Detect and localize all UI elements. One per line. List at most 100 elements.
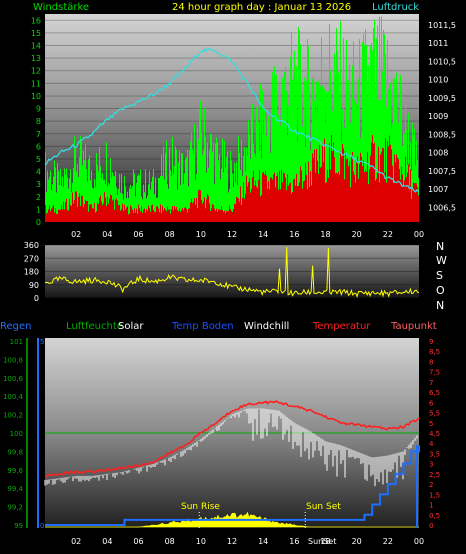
wind-y-tick-label: 16 bbox=[31, 16, 41, 25]
compass-o: O bbox=[436, 284, 445, 297]
pressure-y-tick-label: 1009 bbox=[428, 112, 448, 121]
winddir-y-tick-label: 90 bbox=[29, 281, 39, 290]
wind-y-tick-label: 8 bbox=[36, 117, 41, 126]
rain-y-tick-label: 5 bbox=[40, 338, 44, 346]
winddir-line bbox=[44, 247, 420, 298]
wind-y-tick-label: 9 bbox=[36, 105, 41, 114]
temp-x-tick-label: 22 bbox=[383, 537, 393, 546]
temp-y-tick-label: 6,5 bbox=[429, 389, 440, 397]
pressure-y-tick-label: 1011 bbox=[428, 39, 448, 48]
sun-set-bottom-label: SunSet bbox=[308, 537, 336, 546]
winddir-plot-area bbox=[45, 245, 419, 298]
wind-y-tick-label: 4 bbox=[36, 168, 41, 177]
wind-chart-left-title: Windstärke bbox=[33, 2, 89, 13]
winddir-y-tick-label: 360 bbox=[24, 241, 39, 250]
sun-set-label: Sun Set bbox=[306, 502, 341, 512]
temp-y-tick-label: 6 bbox=[429, 399, 434, 407]
humidity-y-tick-label: 99 bbox=[14, 522, 23, 530]
wind-y-tick-label: 0 bbox=[36, 218, 41, 227]
temp-y-tick-label: 7 bbox=[429, 379, 433, 387]
temp-y-tick-label: 5 bbox=[429, 420, 433, 428]
humidity-y-tick-label: 100,4 bbox=[3, 393, 24, 401]
wind-x-tick-label: 00 bbox=[414, 230, 424, 239]
wind-y-tick-label: 13 bbox=[31, 54, 41, 63]
wind-chart-right-title: Luftdruck bbox=[372, 2, 419, 13]
wind-y-tick-label: 3 bbox=[36, 180, 41, 189]
temp-y-tick-label: 0 bbox=[429, 522, 433, 530]
wind-y-tick-label: 10 bbox=[31, 92, 41, 101]
pressure-y-tick-label: 1009,5 bbox=[428, 94, 456, 103]
legend-temperatur: Temperatur bbox=[312, 321, 371, 332]
legend-luftfeuchte: Luftfeuchte bbox=[66, 321, 123, 332]
temp-x-tick-label: 00 bbox=[414, 537, 424, 546]
legend-taupunkt: Taupunkt bbox=[390, 321, 437, 332]
compass-s: S bbox=[436, 269, 443, 282]
wind-y-tick-label: 12 bbox=[31, 67, 41, 76]
chart-header-title: 24 hour graph day : Januar 13 2026 bbox=[172, 2, 351, 13]
temp-y-tick-label: 4,5 bbox=[429, 430, 440, 438]
temp-x-tick-label: 10 bbox=[196, 537, 206, 546]
pressure-y-tick-label: 1007,5 bbox=[428, 167, 456, 176]
compass-n-bottom: N bbox=[436, 299, 444, 312]
humidity-y-tick-label: 99,4 bbox=[7, 485, 23, 493]
temp-y-tick-label: 9 bbox=[429, 338, 433, 346]
temp-y-tick-label: 8,5 bbox=[429, 348, 440, 356]
legend-solar: Solar bbox=[118, 321, 144, 332]
temp-x-tick-label: 12 bbox=[227, 537, 237, 546]
legend-regen: Regen bbox=[0, 321, 32, 332]
temp-y-tick-label: 4 bbox=[429, 440, 434, 448]
wind-x-tick-label: 04 bbox=[102, 230, 112, 239]
humidity-y-tick-label: 100,6 bbox=[3, 375, 24, 383]
pressure-y-tick-label: 1011,5 bbox=[428, 21, 456, 30]
temp-y-tick-label: 1,5 bbox=[429, 491, 440, 499]
winddir-y-tick-label: 0 bbox=[34, 294, 39, 303]
wind-y-tick-label: 14 bbox=[31, 42, 41, 51]
pressure-y-tick-label: 1010,5 bbox=[428, 57, 456, 66]
temp-y-tick-label: 5,5 bbox=[429, 410, 440, 418]
wind-y-tick-label: 15 bbox=[31, 29, 41, 38]
wind-x-tick-label: 18 bbox=[320, 230, 330, 239]
temp-x-tick-label: 02 bbox=[71, 537, 81, 546]
legend-temp-boden: Temp Boden bbox=[171, 321, 234, 332]
temp-x-tick-label: 06 bbox=[133, 537, 143, 546]
temp-x-tick-label: 18 bbox=[320, 537, 330, 546]
humidity-y-tick-label: 99,8 bbox=[7, 448, 23, 456]
compass-w: W bbox=[436, 254, 447, 267]
temp-boden-line bbox=[45, 445, 420, 526]
humidity-y-tick-label: 100 bbox=[10, 430, 23, 438]
rain-y-tick-label: 0 bbox=[40, 522, 44, 530]
temp-x-tick-label: 04 bbox=[102, 537, 112, 546]
pressure-y-tick-label: 1010 bbox=[428, 76, 448, 85]
wind-y-tick-label: 1 bbox=[36, 205, 41, 214]
wind-y-tick-label: 2 bbox=[36, 193, 41, 202]
wind-y-tick-label: 6 bbox=[36, 142, 41, 151]
compass-labels: N W S O N bbox=[436, 240, 447, 312]
wind-y-tick-label: 5 bbox=[36, 155, 41, 164]
humidity-y-tick-label: 100,2 bbox=[3, 412, 23, 420]
temp-x-tick-label: 08 bbox=[165, 537, 175, 546]
wind-x-tick-label: 12 bbox=[227, 230, 237, 239]
winddir-y-tick-label: 180 bbox=[24, 268, 39, 277]
temp-y-tick-label: 2,5 bbox=[429, 471, 440, 479]
humidity-y-tick-label: 100,8 bbox=[3, 356, 23, 364]
wind-x-tick-label: 20 bbox=[352, 230, 362, 239]
humidity-y-tick-label: 101 bbox=[10, 338, 23, 346]
winddir-y-tick-label: 270 bbox=[24, 254, 39, 263]
temp-x-tick-label: 20 bbox=[352, 537, 362, 546]
pressure-line bbox=[44, 47, 420, 193]
temp-x-tick-label: 14 bbox=[258, 537, 268, 546]
temp-y-tick-label: 1 bbox=[429, 502, 433, 510]
legend-windchill: Windchill bbox=[244, 321, 289, 332]
chart-marks bbox=[44, 16, 420, 528]
compass-n-top: N bbox=[436, 240, 444, 253]
temp-y-tick-label: 8 bbox=[429, 358, 433, 366]
sun-rise-label: Sun Rise bbox=[181, 502, 220, 512]
wind-y-tick-label: 11 bbox=[31, 79, 41, 88]
wind-x-tick-label: 22 bbox=[383, 230, 393, 239]
temp-x-tick-label: 16 bbox=[289, 537, 299, 546]
temp-y-tick-label: 7,5 bbox=[429, 369, 440, 377]
humidity-y-tick-label: 99,2 bbox=[7, 504, 23, 512]
wind-x-tick-label: 06 bbox=[133, 230, 143, 239]
axis-labels: 0123456789101112131415161006,510071007,5… bbox=[3, 16, 456, 546]
